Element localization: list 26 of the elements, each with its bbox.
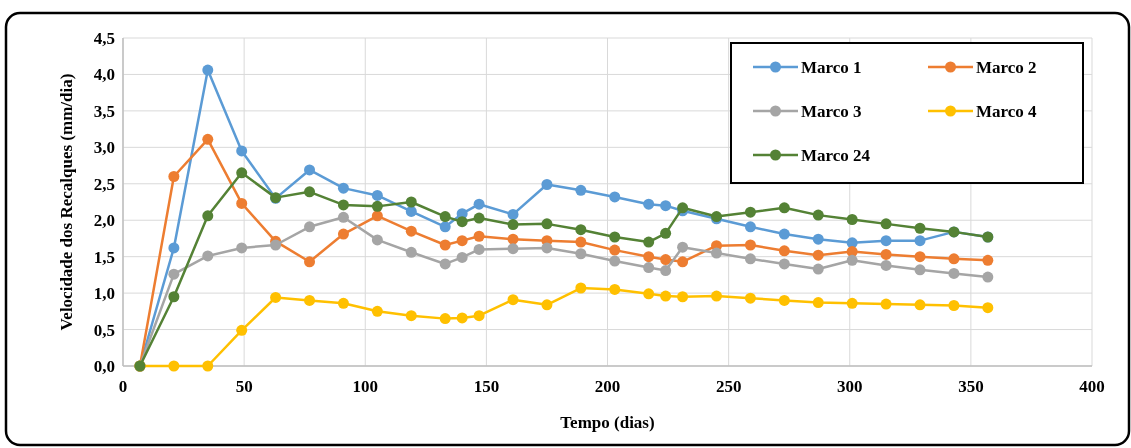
- legend-label: Marco 4: [976, 101, 1038, 121]
- y-tick-label: 0,0: [93, 356, 115, 376]
- y-tick-label: 4,5: [93, 28, 115, 48]
- x-tick-label: 200: [594, 377, 621, 396]
- x-tick-label: 100: [352, 377, 378, 396]
- x-tick-label: 400: [1079, 377, 1105, 396]
- legend-label: Marco 24: [801, 145, 871, 165]
- y-tick-label: 0,5: [93, 320, 115, 340]
- y-tick-label: 2,0: [93, 211, 115, 231]
- x-tick-label: 250: [715, 377, 742, 396]
- y-tick-label: 2,5: [93, 174, 115, 194]
- y-tick-label: 3,5: [93, 101, 115, 121]
- y-tick-label: 3,0: [93, 138, 115, 158]
- x-axis-title: Tempo (dias): [560, 413, 655, 432]
- y-tick-label: 1,5: [93, 247, 115, 267]
- y-axis-title: Velocidade dos Recalques (mm/dia): [57, 73, 76, 331]
- x-tick-label: 350: [958, 377, 984, 396]
- legend-label: Marco 2: [976, 57, 1037, 77]
- legend-label: Marco 1: [801, 57, 862, 77]
- y-tick-label: 1,0: [93, 284, 115, 304]
- x-tick-label: 150: [473, 377, 500, 396]
- x-tick-label: 50: [235, 377, 253, 396]
- y-tick-label: 4,0: [93, 65, 115, 85]
- x-tick-label: 0: [118, 377, 128, 396]
- x-tick-label: 300: [837, 377, 863, 396]
- legend-label: Marco 3: [801, 101, 862, 121]
